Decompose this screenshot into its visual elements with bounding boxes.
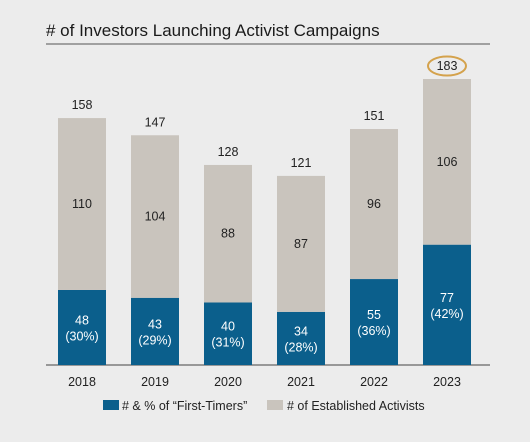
chart-title: # of Investors Launching Activist Campai… (46, 21, 380, 40)
total-highlight-ellipse (427, 55, 467, 77)
label-first-timers-2018: 48 (75, 313, 89, 327)
label-established-2022: 96 (367, 197, 381, 211)
bar-first-timers-2018 (58, 289, 106, 365)
bar-established-2021 (277, 175, 325, 312)
legend-swatch-established (267, 400, 283, 410)
label-first-timers-2023: 77 (440, 291, 454, 305)
legend: # & % of “First-Timers” # of Established … (103, 399, 425, 413)
bar-established-2019 (131, 135, 179, 298)
bar-first-timers-2019 (131, 297, 179, 365)
label-established-2020: 88 (221, 227, 235, 241)
label-established-2019: 104 (145, 210, 166, 224)
bar-established-2020 (204, 164, 252, 303)
label-established-2018: 110 (72, 197, 92, 211)
label-total-2018: 158 (72, 98, 93, 112)
x-tick-2018: 2018 (68, 375, 96, 389)
bar-established-2023 (423, 79, 471, 245)
label-total-2020: 128 (218, 145, 239, 159)
label-total-2019: 147 (145, 115, 166, 129)
bar-first-timers-2021 (277, 311, 325, 365)
label-established-2023: 106 (437, 155, 458, 169)
label-first-timers-pct-2019: (29%) (138, 333, 171, 347)
label-first-timers-2022: 55 (367, 308, 381, 322)
bar-first-timers-2020 (204, 302, 252, 365)
x-tick-2019: 2019 (141, 375, 169, 389)
label-established-2021: 87 (294, 237, 308, 251)
legend-swatch-first-timers (103, 400, 119, 410)
label-total-2021: 121 (291, 156, 312, 170)
bar-first-timers-2022 (350, 279, 398, 365)
label-total-2023: 183 (437, 59, 458, 73)
label-first-timers-2020: 40 (221, 320, 235, 334)
bars-group: 48 (30%) 110 158 2018 43 (29%) 104 147 2019 40 (31%… (58, 55, 471, 389)
label-first-timers-pct-2022: (36%) (357, 324, 390, 338)
x-tick-2023: 2023 (433, 375, 461, 389)
label-first-timers-pct-2021: (28%) (284, 340, 317, 354)
x-tick-2022: 2022 (360, 375, 388, 389)
label-first-timers-2021: 34 (294, 324, 308, 338)
x-tick-2020: 2020 (214, 375, 242, 389)
bar-established-2018 (58, 118, 106, 290)
x-tick-2021: 2021 (287, 375, 315, 389)
label-total-2022: 151 (364, 109, 385, 123)
label-first-timers-pct-2018: (30%) (65, 329, 98, 343)
label-first-timers-2019: 43 (148, 317, 162, 331)
legend-label-established: # of Established Activists (287, 399, 425, 413)
bar-first-timers-2023 (423, 244, 471, 365)
label-first-timers-pct-2020: (31%) (211, 336, 244, 350)
legend-label-first-timers: # & % of “First-Timers” (122, 399, 247, 413)
bar-established-2022 (350, 129, 398, 280)
label-first-timers-pct-2023: (42%) (430, 307, 463, 321)
